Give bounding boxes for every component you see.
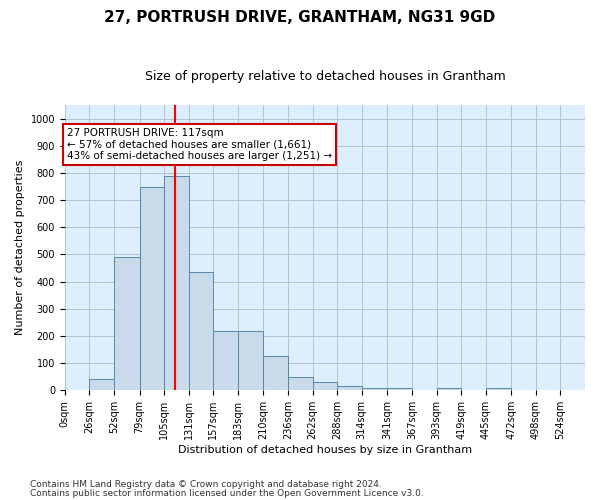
X-axis label: Distribution of detached houses by size in Grantham: Distribution of detached houses by size … — [178, 445, 472, 455]
Bar — [437, 388, 461, 390]
Text: 27, PORTRUSH DRIVE, GRANTHAM, NG31 9GD: 27, PORTRUSH DRIVE, GRANTHAM, NG31 9GD — [104, 10, 496, 25]
Bar — [140, 186, 164, 390]
Bar — [89, 380, 114, 390]
Bar — [362, 388, 388, 390]
Text: 27 PORTRUSH DRIVE: 117sqm
← 57% of detached houses are smaller (1,661)
43% of se: 27 PORTRUSH DRIVE: 117sqm ← 57% of detac… — [67, 128, 332, 162]
Y-axis label: Number of detached properties: Number of detached properties — [15, 160, 25, 336]
Bar — [188, 272, 213, 390]
Title: Size of property relative to detached houses in Grantham: Size of property relative to detached ho… — [145, 70, 505, 83]
Bar — [114, 257, 140, 390]
Bar — [337, 386, 362, 390]
Text: Contains HM Land Registry data © Crown copyright and database right 2024.: Contains HM Land Registry data © Crown c… — [30, 480, 382, 489]
Bar — [313, 382, 337, 390]
Bar — [238, 330, 263, 390]
Bar — [263, 356, 288, 390]
Bar — [485, 388, 511, 390]
Bar — [213, 330, 238, 390]
Bar — [388, 388, 412, 390]
Bar — [164, 176, 188, 390]
Text: Contains public sector information licensed under the Open Government Licence v3: Contains public sector information licen… — [30, 488, 424, 498]
Bar — [288, 377, 313, 390]
